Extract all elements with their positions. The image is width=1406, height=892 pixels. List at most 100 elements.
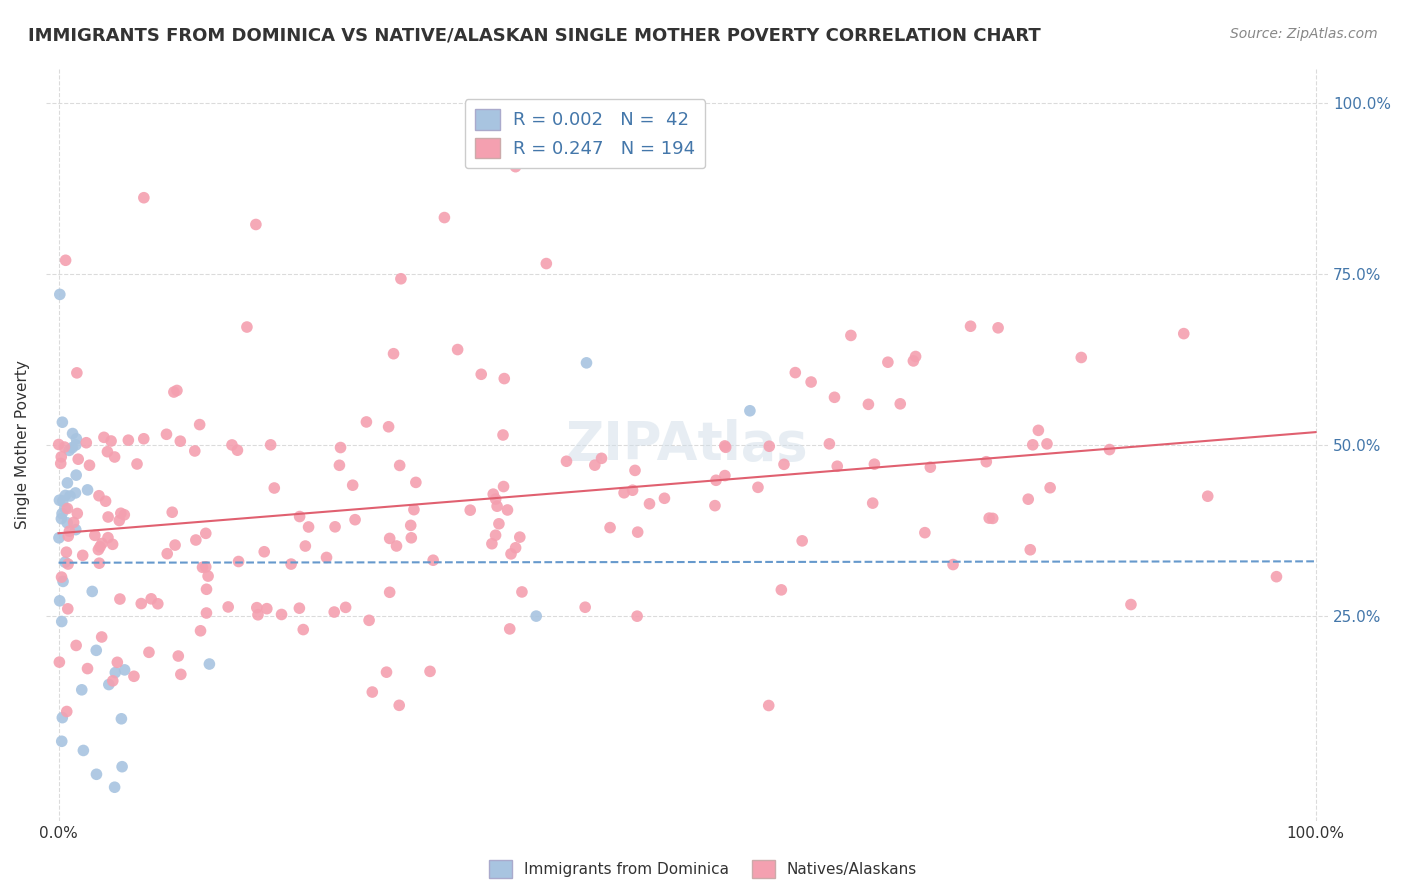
Point: [758, 698, 780, 713]
Point: [97, 510, 120, 524]
Point: [378, 585, 401, 599]
Point: [263, 481, 285, 495]
Point: [195, 582, 218, 597]
Point: [87, 489, 110, 503]
Point: [492, 479, 515, 493]
Point: [56, 516, 79, 530]
Point: [53, 440, 76, 454]
Point: [96, 444, 118, 458]
Point: [195, 606, 218, 620]
Point: [591, 451, 613, 466]
Point: [488, 516, 510, 531]
Point: [484, 528, 506, 542]
Point: [194, 560, 217, 574]
Point: [574, 600, 596, 615]
Point: [75, 435, 97, 450]
Point: [1036, 437, 1059, 451]
Point: [470, 368, 492, 382]
Point: [170, 667, 193, 681]
Point: [492, 428, 515, 442]
Point: [555, 454, 578, 468]
Point: [824, 390, 846, 404]
Text: Source: ZipAtlas.com: Source: ZipAtlas.com: [1230, 27, 1378, 41]
Point: [858, 397, 880, 411]
Point: [292, 623, 315, 637]
Point: [93, 430, 115, 444]
Point: [482, 487, 505, 501]
Point: [385, 539, 408, 553]
Point: [66, 507, 89, 521]
Point: [903, 354, 925, 368]
Point: [959, 319, 981, 334]
Point: [825, 459, 848, 474]
Point: [246, 607, 269, 622]
Point: [419, 665, 441, 679]
Point: [259, 438, 281, 452]
Point: [104, 450, 127, 464]
Point: [117, 433, 139, 447]
Point: [839, 328, 862, 343]
Point: [1119, 598, 1142, 612]
Point: [89, 556, 111, 570]
Point: [863, 457, 886, 471]
Point: [704, 473, 727, 487]
Point: [62, 426, 84, 441]
Point: [191, 560, 214, 574]
Point: [499, 622, 522, 636]
Point: [91, 536, 114, 550]
Text: ZIPAtlas: ZIPAtlas: [565, 419, 808, 471]
Point: [138, 645, 160, 659]
Point: [190, 624, 212, 638]
Point: [62, 516, 84, 530]
Point: [110, 506, 132, 520]
Point: [328, 458, 350, 473]
Point: [65, 438, 87, 452]
Point: [49, 457, 72, 471]
Point: [67, 452, 90, 467]
Point: [914, 525, 936, 540]
Point: [122, 669, 145, 683]
Point: [818, 437, 841, 451]
Point: [1022, 438, 1045, 452]
Point: [97, 677, 120, 691]
Point: [56, 475, 79, 490]
Point: [942, 558, 965, 572]
Point: [65, 523, 87, 537]
Point: [167, 648, 190, 663]
Point: [876, 355, 898, 369]
Point: [599, 520, 621, 534]
Point: [156, 547, 179, 561]
Point: [55, 545, 77, 559]
Point: [1039, 481, 1062, 495]
Point: [770, 582, 793, 597]
Point: [198, 657, 221, 671]
Point: [401, 531, 423, 545]
Point: [52, 494, 75, 508]
Point: [704, 499, 727, 513]
Point: [72, 743, 94, 757]
Point: [575, 356, 598, 370]
Point: [382, 347, 405, 361]
Point: [889, 397, 911, 411]
Point: [613, 485, 636, 500]
Point: [112, 508, 135, 522]
Point: [155, 427, 177, 442]
Point: [389, 272, 412, 286]
Y-axis label: Single Mother Poverty: Single Mother Poverty: [15, 360, 30, 530]
Point: [49, 287, 72, 301]
Point: [624, 463, 647, 477]
Point: [297, 520, 319, 534]
Point: [100, 434, 122, 448]
Point: [48, 594, 70, 608]
Point: [1017, 492, 1039, 507]
Point: [342, 478, 364, 492]
Point: [405, 475, 427, 490]
Point: [52, 574, 75, 589]
Point: [344, 513, 367, 527]
Point: [87, 542, 110, 557]
Point: [253, 545, 276, 559]
Point: [84, 643, 107, 657]
Point: [280, 557, 302, 571]
Text: IMMIGRANTS FROM DOMINICA VS NATIVE/ALASKAN SINGLE MOTHER POVERTY CORRELATION CHA: IMMIGRANTS FROM DOMINICA VS NATIVE/ALASK…: [28, 27, 1040, 45]
Point: [90, 630, 112, 644]
